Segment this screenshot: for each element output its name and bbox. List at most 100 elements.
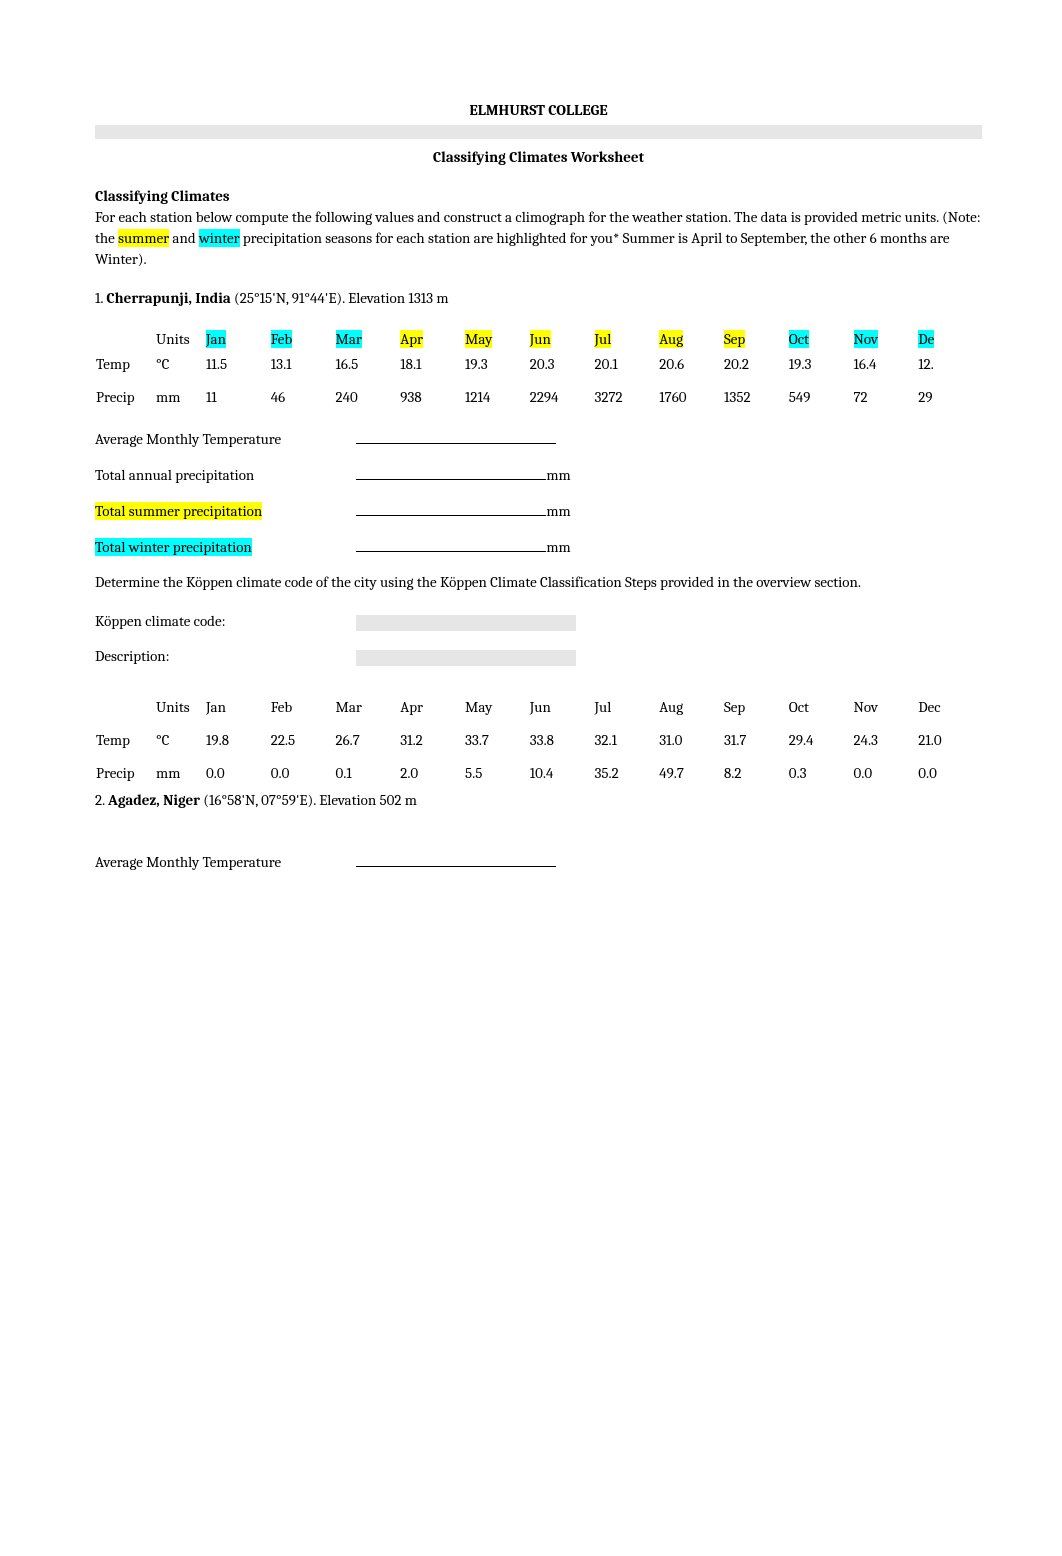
month-jan: Jan bbox=[206, 330, 226, 348]
intro-paragraph: For each station below compute the follo… bbox=[95, 207, 982, 270]
summer-highlight: summer bbox=[118, 229, 169, 247]
s2-month-jun: Jun bbox=[529, 695, 594, 720]
temp-label: Temp bbox=[95, 352, 155, 377]
month-mar: Mar bbox=[336, 330, 362, 348]
month-apr: Apr bbox=[400, 330, 423, 348]
month-dec: De bbox=[918, 330, 934, 348]
s2-precip-apr: 2.0 bbox=[399, 753, 464, 786]
month-jul: Jul bbox=[595, 330, 612, 348]
s2-temp-oct: 29.4 bbox=[788, 720, 853, 753]
koppen-prompt: Determine the Köppen climate code of the… bbox=[95, 572, 982, 593]
station1-temp-row: Temp °C 11.5 13.1 16.5 18.1 19.3 20.3 20… bbox=[95, 352, 982, 377]
precip-oct: 549 bbox=[788, 377, 853, 410]
s2-precip-label: Precip bbox=[95, 753, 155, 786]
precip-may: 1214 bbox=[464, 377, 529, 410]
s2-month-sep: Sep bbox=[723, 695, 788, 720]
precip-jan: 11 bbox=[205, 377, 270, 410]
station1-table: Units Jan Feb Mar Apr May Jun Jul Aug Se… bbox=[95, 327, 982, 410]
total-winter-blank[interactable] bbox=[356, 536, 546, 552]
s2-precip-jun: 10.4 bbox=[529, 753, 594, 786]
month-may: May bbox=[465, 330, 492, 348]
station1-heading: 1. Cherrapunji, India (25°15'N, 91°44'E)… bbox=[95, 288, 982, 309]
station2-name: Agadez, Niger bbox=[108, 791, 200, 809]
s2-temp-units: °C bbox=[155, 720, 205, 753]
precip-jun: 2294 bbox=[529, 377, 594, 410]
s2-month-apr: Apr bbox=[399, 695, 464, 720]
total-winter-label: Total winter precipitation bbox=[95, 538, 252, 556]
s2-precip-jan: 0.0 bbox=[205, 753, 270, 786]
precip-mar: 240 bbox=[335, 377, 400, 410]
s2-temp-jan: 19.8 bbox=[205, 720, 270, 753]
koppen-desc-blank[interactable] bbox=[356, 650, 576, 666]
s2-temp-dec: 21.0 bbox=[917, 720, 982, 753]
precip-sep: 1352 bbox=[723, 377, 788, 410]
s2-temp-mar: 26.7 bbox=[335, 720, 400, 753]
s2-units-header: Units bbox=[155, 695, 205, 720]
avg-temp-label: Average Monthly Temperature bbox=[95, 429, 353, 450]
s2-precip-oct: 0.3 bbox=[788, 753, 853, 786]
total-annual-blank[interactable] bbox=[356, 464, 546, 480]
units-header: Units bbox=[155, 327, 205, 352]
precip-nov: 72 bbox=[853, 377, 918, 410]
s2-temp-feb: 22.5 bbox=[270, 720, 335, 753]
koppen-code-row: Köppen climate code: bbox=[95, 611, 982, 632]
s2-month-oct: Oct bbox=[788, 695, 853, 720]
total-annual-row: Total annual precipitation mm bbox=[95, 464, 982, 486]
s2-precip-units: mm bbox=[155, 753, 205, 786]
station2-heading: 2. Agadez, Niger (16°58'N, 07°59'E). Ele… bbox=[95, 790, 982, 811]
s2-month-feb: Feb bbox=[270, 695, 335, 720]
month-nov: Nov bbox=[854, 330, 878, 348]
temp-jul: 20.1 bbox=[594, 352, 659, 377]
total-winter-row: Total winter precipitation mm bbox=[95, 536, 982, 558]
temp-dec: 12. bbox=[917, 352, 982, 377]
koppen-desc-label: Description: bbox=[95, 646, 353, 667]
month-aug: Aug bbox=[659, 330, 683, 348]
winter-highlight: winter bbox=[199, 229, 240, 247]
intro-text-2: and bbox=[169, 229, 199, 247]
s2-avg-temp-label: Average Monthly Temperature bbox=[95, 852, 353, 873]
s2-temp-may: 33.7 bbox=[464, 720, 529, 753]
precip-units: mm bbox=[155, 377, 205, 410]
s2-precip-nov: 0.0 bbox=[853, 753, 918, 786]
month-oct: Oct bbox=[789, 330, 809, 348]
total-summer-blank[interactable] bbox=[356, 500, 546, 516]
station1-name: Cherrapunji, India bbox=[106, 289, 230, 307]
station2-coords: (16°58'N, 07°59'E). Elevation 502 m bbox=[200, 791, 417, 809]
precip-aug: 1760 bbox=[658, 377, 723, 410]
s2-precip-sep: 8.2 bbox=[723, 753, 788, 786]
s2-month-nov: Nov bbox=[853, 695, 918, 720]
koppen-code-blank[interactable] bbox=[356, 615, 576, 631]
avg-temp-blank[interactable] bbox=[356, 428, 556, 444]
temp-may: 19.3 bbox=[464, 352, 529, 377]
station2-number: 2. bbox=[95, 791, 105, 809]
koppen-desc-row: Description: bbox=[95, 646, 982, 667]
total-summer-row: Total summer precipitation mm bbox=[95, 500, 982, 522]
s2-temp-aug: 31.0 bbox=[658, 720, 723, 753]
temp-nov: 16.4 bbox=[853, 352, 918, 377]
s2-precip-aug: 49.7 bbox=[658, 753, 723, 786]
precip-jul: 3272 bbox=[594, 377, 659, 410]
title-underline-bar bbox=[95, 125, 982, 139]
temp-apr: 18.1 bbox=[399, 352, 464, 377]
station2-temp-row: Temp °C 19.8 22.5 26.7 31.2 33.7 33.8 32… bbox=[95, 720, 982, 753]
avg-temp-row: Average Monthly Temperature bbox=[95, 428, 982, 450]
worksheet-title: Classifying Climates Worksheet bbox=[95, 147, 982, 168]
s2-avg-temp-blank[interactable] bbox=[356, 851, 556, 867]
temp-oct: 19.3 bbox=[788, 352, 853, 377]
precip-apr: 938 bbox=[399, 377, 464, 410]
s2-temp-jul: 32.1 bbox=[594, 720, 659, 753]
temp-jun: 20.3 bbox=[529, 352, 594, 377]
s2-precip-feb: 0.0 bbox=[270, 753, 335, 786]
precip-dec: 29 bbox=[917, 377, 982, 410]
mm-unit-2: mm bbox=[546, 502, 570, 520]
s2-temp-jun: 33.8 bbox=[529, 720, 594, 753]
temp-sep: 20.2 bbox=[723, 352, 788, 377]
mm-unit-1: mm bbox=[546, 466, 570, 484]
mm-unit-3: mm bbox=[546, 538, 570, 556]
precip-feb: 46 bbox=[270, 377, 335, 410]
station2-table: Units Jan Feb Mar Apr May Jun Jul Aug Se… bbox=[95, 695, 982, 786]
temp-jan: 11.5 bbox=[205, 352, 270, 377]
s2-precip-jul: 35.2 bbox=[594, 753, 659, 786]
station2-precip-row: Precip mm 0.0 0.0 0.1 2.0 5.5 10.4 35.2 … bbox=[95, 753, 982, 786]
college-title: ELMHURST COLLEGE bbox=[95, 100, 982, 121]
